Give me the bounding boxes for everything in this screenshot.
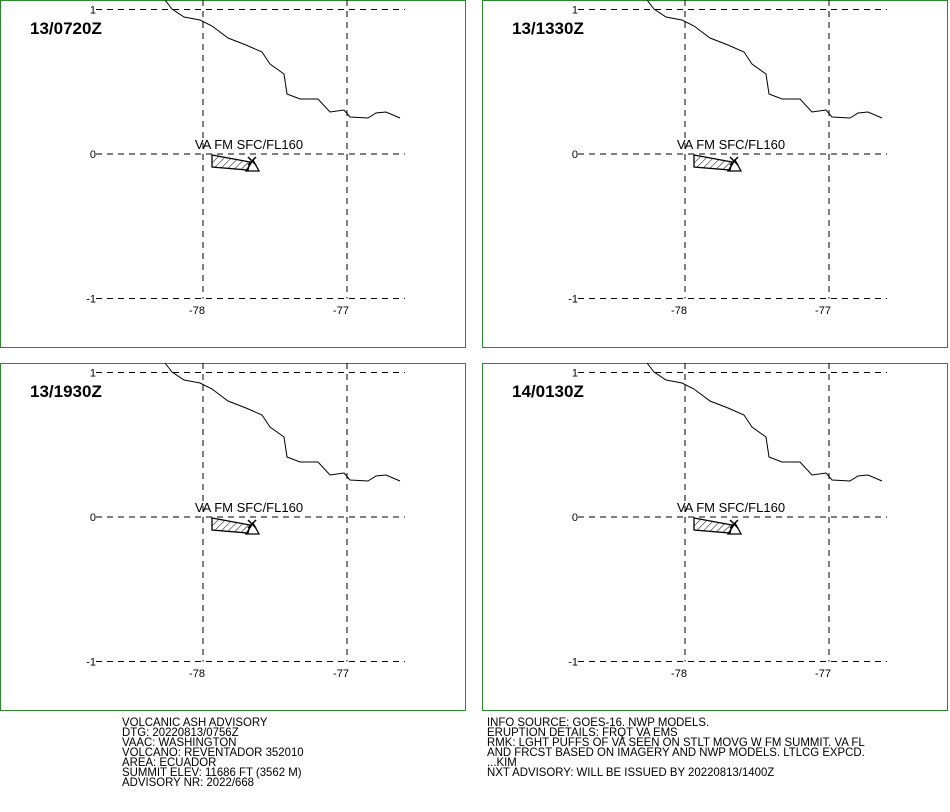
map-panel: 1 0 -1 -78 -77 13/0720Z VA FM SFC/FL160 [0, 0, 466, 348]
lon-tick-label: -77 [815, 668, 831, 680]
lon-tick-label: -78 [189, 668, 205, 680]
coastline [164, 0, 401, 119]
lon-tick-label: -77 [333, 305, 349, 317]
volcano-symbol [726, 158, 743, 172]
lat-tick-label: 1 [90, 5, 96, 17]
valid-time: 13/1930Z [30, 382, 102, 401]
lat-tick-label: 1 [572, 368, 578, 380]
lon-tick-label: -78 [671, 305, 687, 317]
summit-cross [729, 156, 739, 166]
advisory-line: VAAC: WASHINGTON [122, 735, 237, 749]
advisory-line: VOLCANIC ASH ADVISORY [122, 715, 268, 729]
valid-time: 14/0130Z [512, 382, 584, 401]
advisory-right: INFO SOURCE: GOES-16. NWP MODELS. ERUPTIO… [487, 715, 865, 779]
panel-border [0, 363, 466, 711]
advisory-line: ...KIM [487, 755, 517, 769]
advisory-line: INFO SOURCE: GOES-16. NWP MODELS. [487, 715, 710, 729]
advisory-left: VOLCANIC ASH ADVISORY DTG: 20220813/0756Z… [122, 715, 304, 789]
panel-border [0, 0, 466, 348]
lat-tick-label: 0 [572, 149, 578, 161]
panel-border [482, 363, 948, 711]
advisory-line: ERUPTION DETAILS: FRQT VA EMS [487, 725, 678, 739]
lat-tick-label: -1 [86, 294, 96, 306]
lat-tick-label: -1 [568, 657, 578, 669]
valid-time: 13/1330Z [512, 19, 584, 38]
valid-time: 13/0720Z [30, 19, 102, 38]
ash-area [693, 517, 733, 534]
lat-tick-label: 0 [572, 512, 578, 524]
lon-tick-label: -77 [815, 305, 831, 317]
advisory-line: AND FRCST BASED ON IMAGERY AND NWP MODEL… [487, 745, 865, 759]
summit-cross [247, 156, 257, 166]
advisory-line: SUMMIT ELEV: 11686 FT (3562 M) [122, 765, 302, 779]
coastline [164, 362, 401, 482]
ash-label: VA FM SFC/FL160 [195, 500, 303, 515]
ash-area [211, 154, 251, 171]
map-panel: 1 0 -1 -78 -77 13/1330Z VA FM SFC/FL160 [482, 0, 948, 348]
summit-cross [729, 519, 739, 529]
advisory-line: DTG: 20220813/0756Z [122, 725, 239, 739]
panel-border [482, 0, 948, 348]
map-panel: 1 0 -1 -78 -77 13/1930Z VA FM SFC/FL160 [0, 362, 466, 711]
volcano-symbol [244, 158, 261, 172]
ash-area [693, 154, 733, 171]
advisory-line: VOLCANO: REVENTADOR 352010 [122, 745, 304, 759]
advisory-line: RMK: LGHT PUFFS OF VA SEEN ON STLT MOVG … [487, 735, 865, 749]
lat-tick-label: -1 [568, 294, 578, 306]
lat-tick-label: 1 [572, 5, 578, 17]
ash-label: VA FM SFC/FL160 [195, 137, 303, 152]
volcano-symbol [726, 521, 743, 535]
lat-tick-label: 0 [90, 149, 96, 161]
lon-tick-label: -78 [671, 668, 687, 680]
lat-tick-label: -1 [86, 657, 96, 669]
ash-label: VA FM SFC/FL160 [677, 500, 785, 515]
lon-tick-label: -78 [189, 305, 205, 317]
lat-tick-label: 1 [90, 368, 96, 380]
advisory-line: ADVISORY NR: 2022/668 [122, 775, 255, 789]
lon-tick-label: -77 [333, 668, 349, 680]
coastline [646, 0, 883, 119]
advisory-line: AREA: ECUADOR [122, 755, 217, 769]
volcano-symbol [244, 521, 261, 535]
summit-cross [247, 519, 257, 529]
map-panel: 1 0 -1 -78 -77 14/0130Z VA FM SFC/FL160 [482, 362, 948, 711]
ash-area [211, 517, 251, 534]
advisory-line: NXT ADVISORY: WILL BE ISSUED BY 20220813… [487, 765, 775, 779]
ash-label: VA FM SFC/FL160 [677, 137, 785, 152]
coastline [646, 362, 883, 482]
lat-tick-label: 0 [90, 512, 96, 524]
